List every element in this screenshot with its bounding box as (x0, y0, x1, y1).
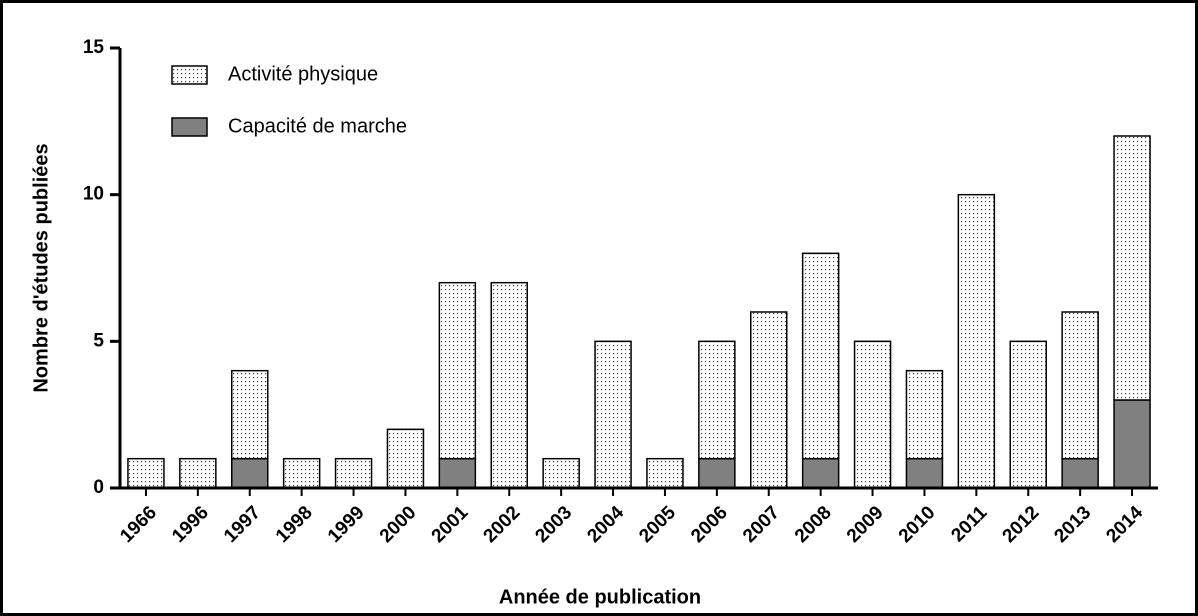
bar-segment (1061, 457, 1099, 489)
legend-label: Activité physique (228, 63, 378, 85)
y-tick-label: 10 (83, 184, 104, 205)
bar-segment (438, 457, 477, 489)
bar-segment (542, 457, 580, 489)
bar-segment (801, 457, 840, 489)
bar-segment (646, 457, 684, 489)
bar-segment (905, 457, 944, 489)
bar-segment (386, 428, 425, 489)
y-tick-label: 15 (83, 37, 105, 58)
bar-segment (1009, 340, 1047, 489)
y-tick-label: 0 (93, 477, 104, 498)
bar-segment (1113, 135, 1151, 401)
legend-label: Capacité de marche (228, 115, 407, 137)
y-axis-title: Nombre d'études publiées (30, 143, 52, 392)
bar-segment (1061, 311, 1099, 460)
bar-segment (801, 252, 840, 460)
bar-segment (127, 457, 165, 489)
x-axis-title: Année de publication (499, 586, 701, 608)
bar-segment (490, 281, 528, 489)
bar-segment (438, 281, 477, 460)
bar-segment (905, 369, 944, 460)
legend-swatch (171, 65, 208, 85)
bar-segment (957, 193, 996, 489)
bar-segment (853, 340, 892, 489)
bar-segment (594, 340, 632, 489)
bar-segment (231, 457, 269, 489)
bar-segment (698, 340, 736, 460)
bar-segment (1113, 399, 1151, 489)
y-tick-label: 5 (93, 330, 104, 351)
bar-segment (698, 457, 736, 489)
bar-segment (334, 457, 373, 489)
bar-segment (750, 311, 788, 489)
bar-segment (231, 369, 269, 460)
bar-segment (179, 457, 217, 489)
bar-segment (282, 457, 321, 489)
legend-swatch (171, 117, 208, 137)
